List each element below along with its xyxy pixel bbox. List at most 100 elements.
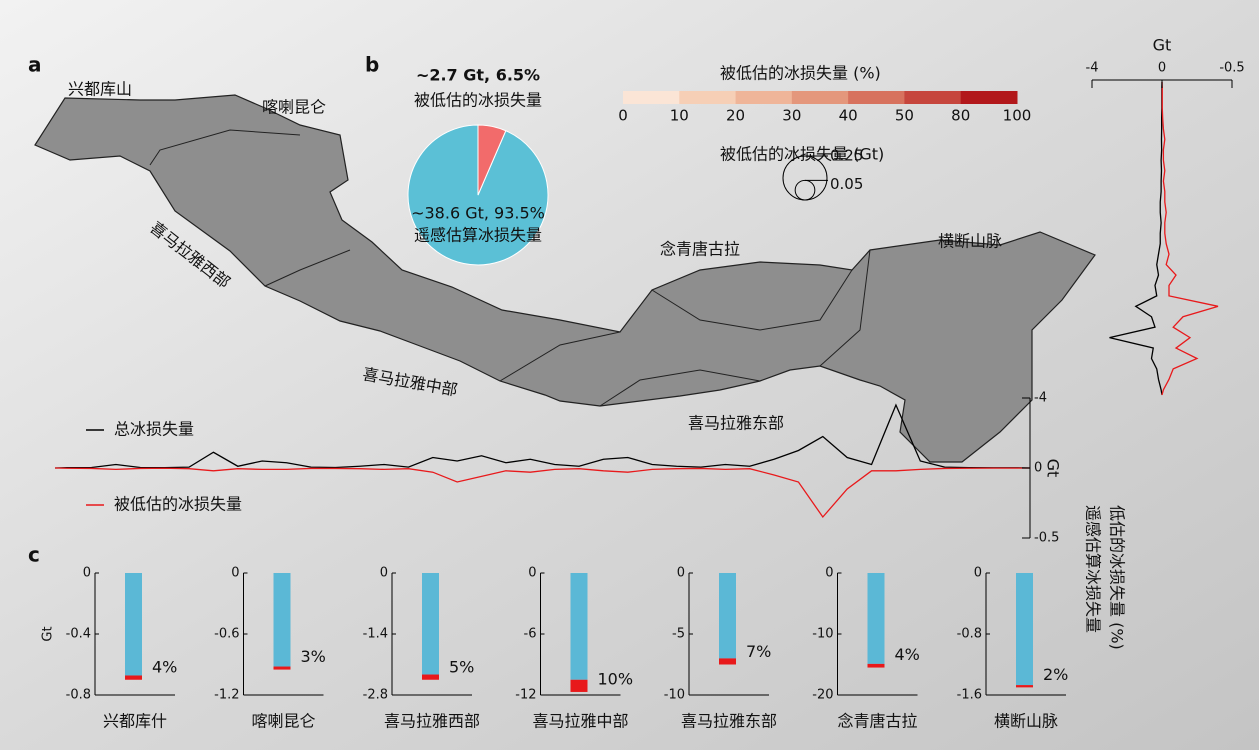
bar-segment xyxy=(125,675,142,680)
tick-label: -0.5 xyxy=(1219,61,1244,76)
bar-segment xyxy=(273,573,291,667)
pie-label: 被低估的冰损失量 xyxy=(414,91,542,110)
tick-label: 0 xyxy=(83,566,91,581)
region-label: 横断山脉 xyxy=(938,232,1002,251)
colorbar-segment xyxy=(623,91,680,104)
bar-segment xyxy=(1016,685,1033,688)
pie-slice xyxy=(477,124,507,196)
tick-label: 0 xyxy=(974,566,982,581)
colorbar-title: 被低估的冰损失量 (%) xyxy=(720,64,881,83)
tick-label: -2.8 xyxy=(363,688,388,703)
tick-label: -10 xyxy=(664,688,685,703)
colorbar-segment xyxy=(791,91,849,104)
tick-label: -20 xyxy=(812,688,833,703)
panel-title: 横断山脉 xyxy=(994,712,1058,731)
colorbar-segment xyxy=(848,91,905,104)
bar-segment xyxy=(273,666,291,670)
profile-line xyxy=(54,467,1031,519)
bar-segment xyxy=(867,663,885,668)
tick-label: -1.4 xyxy=(363,627,388,642)
panel-label: b xyxy=(365,53,379,77)
bar-annotation: 2% xyxy=(1043,665,1068,684)
panel-label: c xyxy=(28,543,40,567)
size-legend-label: 0.25 xyxy=(830,147,863,165)
tick-label: 0 xyxy=(825,566,833,581)
tick-label: 0 xyxy=(231,566,239,581)
tick-label: -0.4 xyxy=(66,627,91,642)
region-label: 喀喇昆仑 xyxy=(262,98,326,117)
size-legend-title: 被低估的冰损失量 (Gt) xyxy=(720,145,884,164)
bar-annotation: 4% xyxy=(152,657,177,676)
colorbar-segment xyxy=(904,91,962,104)
tick-label: -5 xyxy=(672,627,685,642)
panel-title: 喀喇昆仑 xyxy=(251,712,315,731)
bar-segment xyxy=(422,674,439,680)
profile-line xyxy=(1109,81,1163,396)
tick-label: -0.8 xyxy=(66,688,91,703)
region-label: 念青唐古拉 xyxy=(660,240,740,259)
bar-annotation: 7% xyxy=(746,642,771,661)
colorbar-segment xyxy=(735,91,793,104)
bar-legend: 低估的冰损失量 (%) xyxy=(1108,505,1127,650)
panel-title: 喜马拉雅西部 xyxy=(384,712,480,731)
colorbar-tick: 0 xyxy=(618,107,628,125)
panel-title: 念青唐古拉 xyxy=(837,712,917,731)
pie-label: 遥感估算冰损失量 xyxy=(414,226,542,245)
panel-label: a xyxy=(28,53,42,77)
region-borders xyxy=(149,129,871,407)
tick-label: -4 xyxy=(1034,391,1047,406)
tick-label: 0 xyxy=(1034,461,1042,476)
legend-label: 被低估的冰损失量 xyxy=(114,495,242,514)
colorbar-tick: 10 xyxy=(670,107,689,125)
tick-label: -0.5 xyxy=(1034,531,1059,546)
bar-annotation: 4% xyxy=(895,645,920,664)
bar-segment xyxy=(719,573,736,659)
profile-line xyxy=(1161,81,1219,396)
colorbar-tick: 40 xyxy=(839,107,858,125)
region-map xyxy=(34,94,1096,463)
colorbar-tick: 20 xyxy=(726,107,745,125)
bar-annotation: 10% xyxy=(598,669,634,688)
pie-label: ~38.6 Gt, 93.5% xyxy=(411,204,545,223)
bar-segment xyxy=(1016,573,1033,686)
colorbar-tick: 30 xyxy=(782,107,801,125)
bar-segment xyxy=(719,658,736,665)
bar-annotation: 5% xyxy=(449,657,474,676)
bar-segment xyxy=(867,573,885,664)
bar-annotation: 3% xyxy=(301,647,326,666)
size-legend-label: 0.05 xyxy=(830,175,863,193)
tick-label: 0 xyxy=(677,566,685,581)
colorbar-segment xyxy=(679,91,737,104)
tick-label: -0.8 xyxy=(957,627,982,642)
profile-line xyxy=(54,403,1031,469)
panel-title: 兴都库什 xyxy=(103,712,167,731)
bar-segment xyxy=(570,573,588,680)
region-label: 兴都库山 xyxy=(68,80,132,99)
axis-label: Gt xyxy=(41,626,56,641)
tick-label: -6 xyxy=(524,627,537,642)
bar-segment xyxy=(422,573,439,675)
bar-segment xyxy=(570,679,588,692)
colorbar-tick: 50 xyxy=(895,107,914,125)
tick-label: -12 xyxy=(515,688,536,703)
bar-legend: 遥感估算冰损失量 xyxy=(1084,505,1103,633)
tick-label: -1.2 xyxy=(214,688,239,703)
tick-label: -4 xyxy=(1086,61,1099,76)
tick-label: 0 xyxy=(1158,61,1166,76)
axis-label: Gt xyxy=(1044,459,1063,478)
tick-label: -10 xyxy=(812,627,833,642)
panel-title: 喜马拉雅中部 xyxy=(532,712,628,731)
colorbar-tick: 100 xyxy=(1003,107,1032,125)
legend-label: 总冰损失量 xyxy=(114,420,194,439)
region-label: 喜马拉雅东部 xyxy=(688,414,784,433)
colorbar-tick: 80 xyxy=(951,107,970,125)
tick-label: -0.6 xyxy=(214,627,239,642)
panel-title: 喜马拉雅东部 xyxy=(681,712,777,731)
tick-label: 0 xyxy=(380,566,388,581)
pie-label: ~2.7 Gt, 6.5% xyxy=(416,66,540,85)
tick-label: 0 xyxy=(528,566,536,581)
bar-segment xyxy=(125,573,142,676)
tick-label: -1.6 xyxy=(957,688,982,703)
axis-label: Gt xyxy=(1153,36,1172,55)
